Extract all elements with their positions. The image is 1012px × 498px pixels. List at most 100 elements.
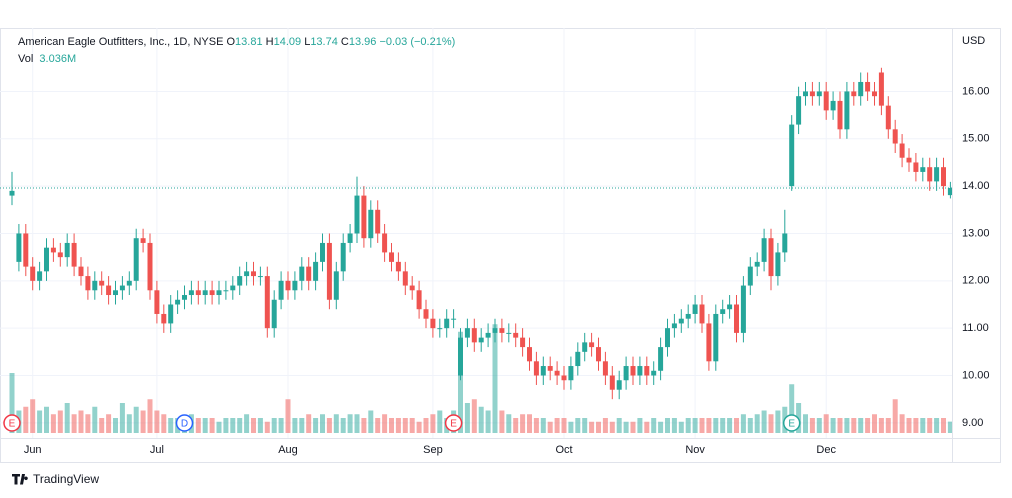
candle-body bbox=[113, 290, 118, 296]
candle-body bbox=[734, 304, 739, 333]
volume-bar bbox=[209, 418, 215, 433]
volume-bar bbox=[872, 414, 877, 433]
candle-body bbox=[747, 266, 753, 286]
candle-body bbox=[706, 323, 712, 362]
candle-body bbox=[382, 233, 388, 253]
volume-bar bbox=[416, 421, 422, 433]
volume-bar bbox=[492, 324, 498, 433]
volume-bar bbox=[685, 418, 691, 433]
volume-bar bbox=[382, 414, 388, 433]
candle-body bbox=[644, 366, 650, 376]
volume-bar bbox=[202, 418, 208, 433]
candle-body bbox=[878, 72, 884, 106]
candle-body bbox=[803, 91, 808, 97]
volume-bar bbox=[865, 418, 871, 433]
volume-bar bbox=[754, 414, 760, 433]
candle-body bbox=[9, 190, 15, 196]
volume-bar bbox=[278, 418, 284, 433]
candle-body bbox=[106, 285, 112, 296]
event-label: D bbox=[181, 419, 188, 430]
volume-bar bbox=[85, 414, 91, 433]
volume-bar bbox=[361, 418, 367, 433]
candle-body bbox=[416, 290, 422, 310]
candle-body bbox=[478, 337, 484, 343]
candle-body bbox=[589, 342, 595, 348]
candle-body bbox=[520, 337, 526, 348]
volume-bar bbox=[671, 418, 677, 433]
candle-body bbox=[554, 370, 560, 376]
candle-body bbox=[651, 370, 657, 376]
volume-bar bbox=[658, 421, 664, 433]
candle-body bbox=[678, 318, 684, 324]
candle-body bbox=[665, 328, 670, 348]
candle-body bbox=[575, 351, 581, 367]
y-tick-label: 14.00 bbox=[962, 180, 990, 192]
volume-bar bbox=[223, 418, 229, 433]
volume-bar bbox=[706, 418, 712, 433]
candle-body bbox=[44, 247, 49, 272]
volume-bar bbox=[168, 418, 174, 433]
volume-bar bbox=[195, 418, 201, 433]
candle-body bbox=[809, 91, 815, 97]
candle-body bbox=[789, 124, 795, 187]
candle-body bbox=[699, 304, 705, 324]
candle-body bbox=[947, 188, 952, 196]
candle-body bbox=[71, 242, 77, 267]
volume-bar bbox=[154, 410, 160, 433]
candle-body bbox=[168, 304, 174, 324]
volume-bar bbox=[375, 418, 381, 433]
volume-bar bbox=[589, 421, 595, 433]
legend: American Eagle Outfitters, Inc., 1D, NYS… bbox=[18, 34, 455, 68]
candle-body bbox=[492, 328, 498, 333]
candle-body bbox=[37, 271, 43, 281]
candle-body bbox=[616, 380, 622, 390]
ohlc-label: C bbox=[340, 36, 349, 48]
legend-row: American Eagle Outfitters, Inc., 1D, NYS… bbox=[18, 34, 455, 51]
candle-body bbox=[471, 328, 477, 343]
candle-body bbox=[251, 271, 256, 277]
volume-bar bbox=[809, 418, 815, 433]
volume-bar bbox=[23, 406, 29, 433]
volume-bar bbox=[271, 418, 277, 433]
candle-body bbox=[216, 290, 222, 296]
candle-body bbox=[402, 271, 408, 286]
candle-body bbox=[623, 366, 629, 381]
volume-bar bbox=[106, 414, 112, 433]
candle-body bbox=[320, 242, 325, 262]
candle-body bbox=[713, 313, 719, 362]
volume-bar bbox=[216, 421, 222, 433]
y-tick-label: 16.00 bbox=[962, 85, 990, 97]
candle-body bbox=[458, 337, 463, 376]
volume-bar bbox=[140, 410, 146, 433]
candle-body bbox=[202, 290, 208, 296]
candle-body bbox=[527, 347, 532, 362]
candle-body bbox=[782, 233, 788, 253]
volume-bar bbox=[885, 418, 891, 433]
candle-body bbox=[513, 332, 519, 338]
volume-bar bbox=[423, 418, 429, 433]
volume-bar bbox=[920, 418, 926, 433]
candle-body bbox=[837, 100, 843, 130]
volume-bar bbox=[892, 399, 898, 433]
volume-bar bbox=[354, 414, 360, 433]
volume-bar bbox=[437, 410, 443, 433]
brand-logo bbox=[12, 474, 28, 485]
candle-body bbox=[906, 157, 912, 163]
volume-bar bbox=[727, 418, 733, 433]
volume-bar bbox=[402, 418, 408, 433]
volume-bar bbox=[50, 414, 56, 433]
candle-body bbox=[796, 96, 802, 125]
candle-body bbox=[775, 252, 781, 277]
volume-bar bbox=[64, 403, 70, 433]
candle-body bbox=[368, 209, 374, 239]
x-tick-label: Jul bbox=[150, 444, 164, 456]
event-marker bbox=[3, 414, 21, 432]
change: −0.03 (−0.21%) bbox=[379, 36, 456, 48]
ohlc-value: 13.74 bbox=[310, 36, 338, 48]
volume-bar bbox=[540, 418, 546, 433]
volume-bar bbox=[651, 418, 657, 433]
candle-body bbox=[934, 167, 940, 182]
candle-body bbox=[188, 290, 194, 296]
volume-bar bbox=[554, 418, 560, 433]
volume-bar bbox=[527, 414, 532, 433]
